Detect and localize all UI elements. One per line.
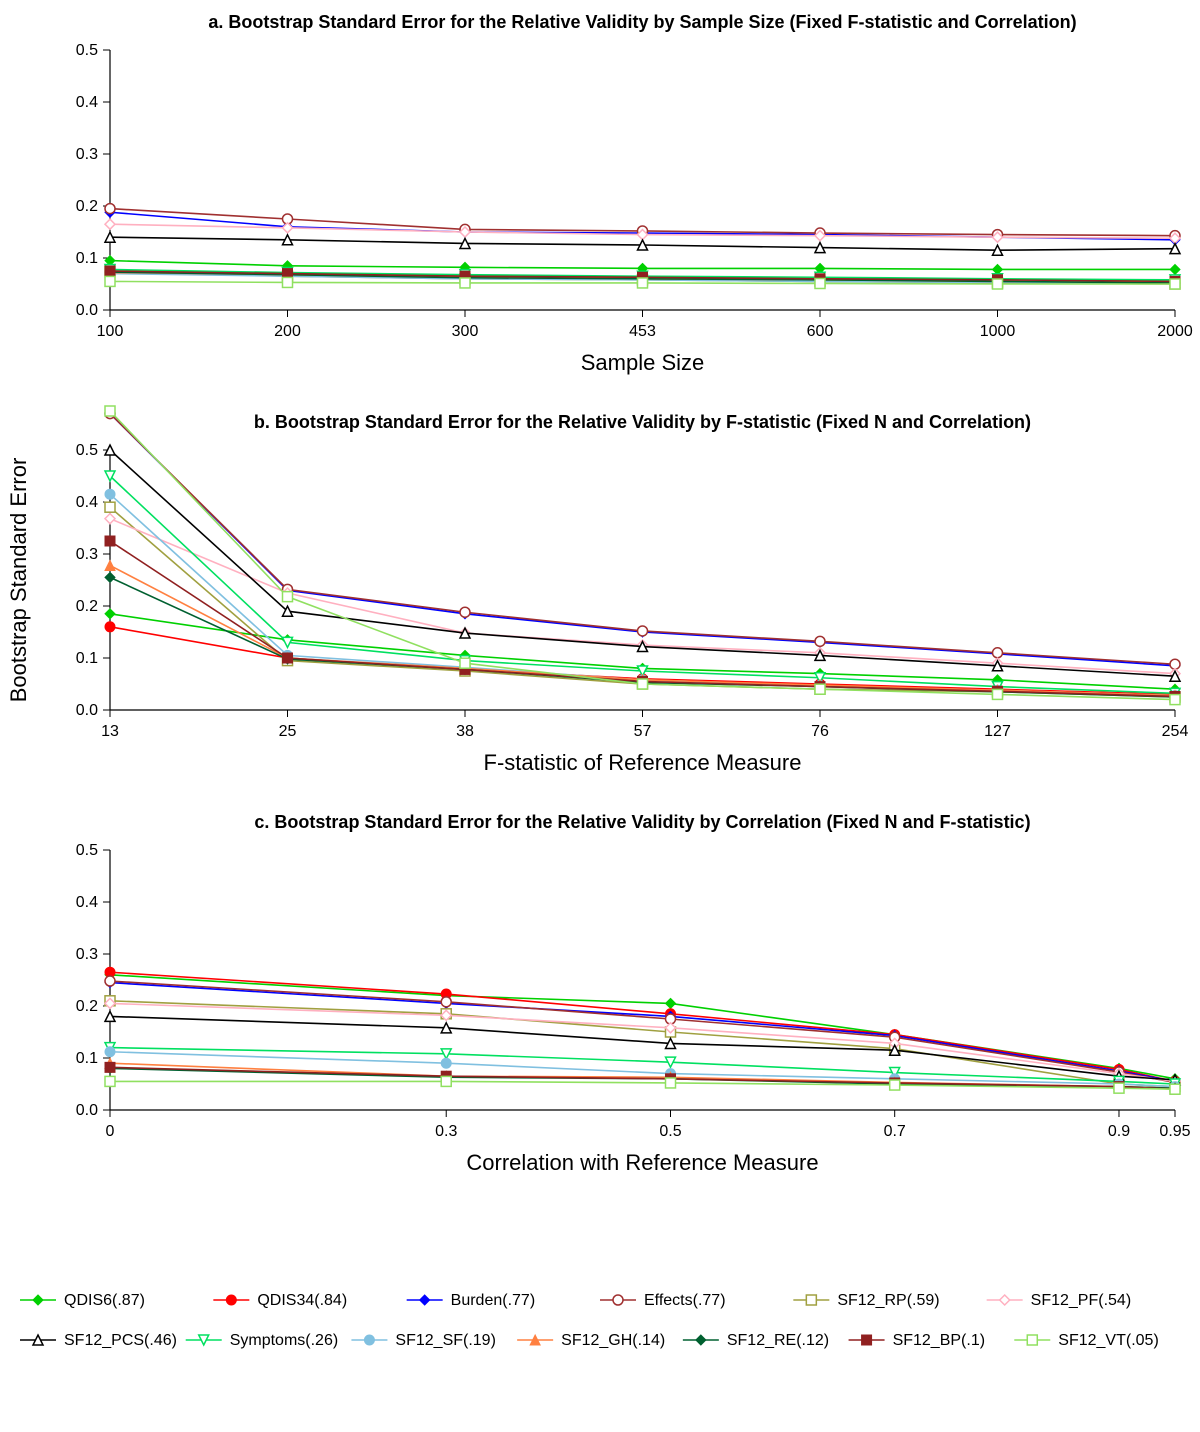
panel-b: b. Bootstrap Standard Error for the Rela… bbox=[76, 406, 1189, 775]
legend-item-SF12_PF: SF12_PF(.54) bbox=[987, 1292, 1131, 1309]
ytick-label: 0.2 bbox=[76, 598, 98, 615]
xtick-label: 0 bbox=[106, 1123, 115, 1140]
xtick-label: 453 bbox=[629, 323, 656, 340]
yaxis-title: Bootstrap Standard Error bbox=[6, 458, 31, 703]
legend-item-SF12_GH: SF12_GH(.14) bbox=[517, 1332, 665, 1349]
legend-label: QDIS6(.87) bbox=[64, 1292, 145, 1309]
legend-item-Burden: Burden(.77) bbox=[407, 1292, 535, 1309]
series-line-Burden bbox=[110, 983, 1175, 1082]
legend-item-QDIS34: QDIS34(.84) bbox=[213, 1292, 347, 1309]
xtick-label: 57 bbox=[634, 723, 652, 740]
ytick-label: 0.4 bbox=[76, 494, 98, 511]
figure-root: a. Bootstrap Standard Error for the Rela… bbox=[0, 0, 1200, 1432]
ytick-label: 0.0 bbox=[76, 702, 98, 719]
ytick-label: 0.4 bbox=[76, 894, 98, 911]
panel-a: a. Bootstrap Standard Error for the Rela… bbox=[76, 12, 1193, 375]
ytick-label: 0.0 bbox=[76, 1102, 98, 1119]
ytick-label: 0.2 bbox=[76, 998, 98, 1015]
xtick-label: 200 bbox=[274, 323, 301, 340]
xtick-label: 0.7 bbox=[884, 1123, 906, 1140]
ytick-label: 0.1 bbox=[76, 250, 98, 267]
series-line-Symptoms bbox=[110, 476, 1175, 693]
panel-c-title: c. Bootstrap Standard Error for the Rela… bbox=[254, 812, 1030, 832]
panel-c: c. Bootstrap Standard Error for the Rela… bbox=[76, 812, 1191, 1175]
legend-label: Burden(.77) bbox=[451, 1292, 535, 1309]
legend-label: SF12_BP(.1) bbox=[893, 1332, 985, 1349]
chart-svg: a. Bootstrap Standard Error for the Rela… bbox=[0, 0, 1200, 1432]
legend-item-SF12_SF: SF12_SF(.19) bbox=[351, 1332, 495, 1349]
legend-item-SF12_RE: SF12_RE(.12) bbox=[683, 1332, 829, 1349]
ytick-label: 0.3 bbox=[76, 146, 98, 163]
panel-a-title: a. Bootstrap Standard Error for the Rela… bbox=[208, 12, 1076, 32]
legend-label: SF12_SF(.19) bbox=[395, 1332, 495, 1349]
series-line-SF12_RP bbox=[110, 1001, 1175, 1087]
panel-b-xlabel: F-statistic of Reference Measure bbox=[484, 750, 802, 775]
xtick-label: 0.5 bbox=[659, 1123, 681, 1140]
panel-a-xlabel: Sample Size bbox=[581, 350, 705, 375]
legend-item-Symptoms: Symptoms(.26) bbox=[186, 1332, 338, 1349]
legend-item-Effects: Effects(.77) bbox=[600, 1292, 726, 1309]
legend-label: Effects(.77) bbox=[644, 1292, 726, 1309]
legend-item-QDIS6: QDIS6(.87) bbox=[20, 1292, 145, 1309]
legend-label: SF12_PF(.54) bbox=[1031, 1292, 1131, 1309]
legend-label: SF12_VT(.05) bbox=[1058, 1332, 1158, 1349]
xtick-label: 0.9 bbox=[1108, 1123, 1130, 1140]
xtick-label: 76 bbox=[811, 723, 829, 740]
legend-label: QDIS34(.84) bbox=[257, 1292, 347, 1309]
xtick-label: 0.3 bbox=[435, 1123, 457, 1140]
legend-item-SF12_RP: SF12_RP(.59) bbox=[793, 1292, 939, 1309]
legend: QDIS6(.87) QDIS34(.84) Burden(.77) Effects(… bbox=[20, 1292, 1159, 1349]
xtick-label: 254 bbox=[1162, 723, 1189, 740]
ytick-label: 0.1 bbox=[76, 1050, 98, 1067]
xtick-label: 100 bbox=[97, 323, 124, 340]
panel-b-title: b. Bootstrap Standard Error for the Rela… bbox=[254, 412, 1031, 432]
ytick-label: 0.5 bbox=[76, 442, 98, 459]
xtick-label: 25 bbox=[279, 723, 297, 740]
ytick-label: 0.3 bbox=[76, 546, 98, 563]
ytick-label: 0.5 bbox=[76, 842, 98, 859]
panel-c-xlabel: Correlation with Reference Measure bbox=[466, 1150, 818, 1175]
legend-label: SF12_RE(.12) bbox=[727, 1332, 829, 1349]
xtick-label: 127 bbox=[984, 723, 1011, 740]
legend-item-SF12_PCS: SF12_PCS(.46) bbox=[20, 1332, 177, 1349]
xtick-label: 600 bbox=[807, 323, 834, 340]
ytick-label: 0.1 bbox=[76, 650, 98, 667]
xtick-label: 38 bbox=[456, 723, 474, 740]
xtick-label: 13 bbox=[101, 723, 119, 740]
xtick-label: 300 bbox=[452, 323, 479, 340]
ytick-label: 0.3 bbox=[76, 946, 98, 963]
legend-label: SF12_GH(.14) bbox=[561, 1332, 665, 1349]
ytick-label: 0.4 bbox=[76, 94, 98, 111]
xtick-label: 0.95 bbox=[1159, 1123, 1190, 1140]
legend-item-SF12_BP: SF12_BP(.1) bbox=[849, 1332, 985, 1349]
xtick-label: 2000 bbox=[1157, 323, 1193, 340]
legend-label: SF12_PCS(.46) bbox=[64, 1332, 177, 1349]
ytick-label: 0.0 bbox=[76, 302, 98, 319]
series-line-SF12_VT bbox=[110, 411, 1175, 700]
legend-label: Symptoms(.26) bbox=[230, 1332, 338, 1349]
legend-label: SF12_RP(.59) bbox=[837, 1292, 939, 1309]
legend-item-SF12_VT: SF12_VT(.05) bbox=[1014, 1332, 1158, 1349]
ytick-label: 0.2 bbox=[76, 198, 98, 215]
ytick-label: 0.5 bbox=[76, 42, 98, 59]
xtick-label: 1000 bbox=[980, 323, 1016, 340]
